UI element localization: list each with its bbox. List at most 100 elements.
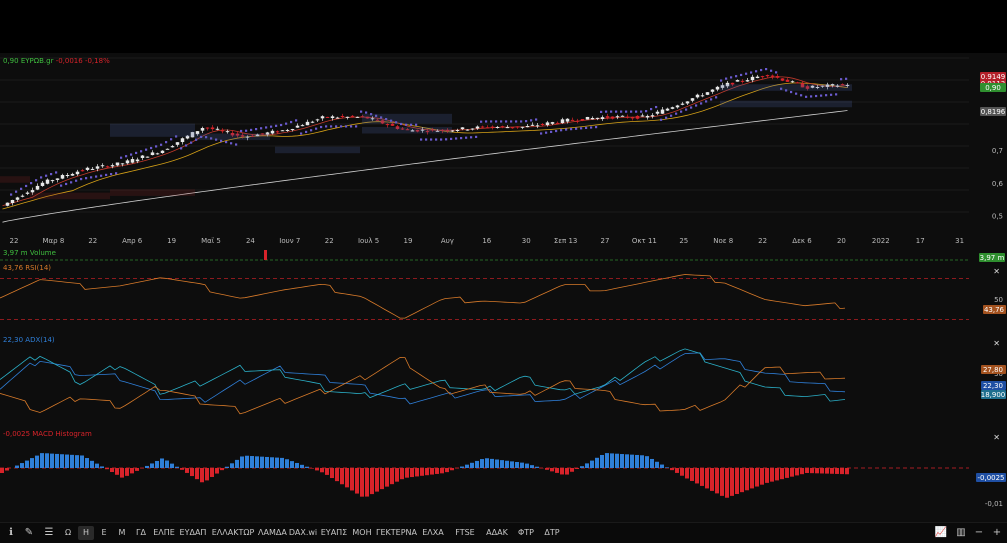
sar-dot <box>730 76 732 78</box>
macd-bar <box>180 468 184 470</box>
macd-bar <box>545 468 549 470</box>
sar-dot <box>145 149 147 151</box>
macd-bar <box>500 460 504 468</box>
sar-dot <box>360 111 362 113</box>
chart-type-icon[interactable]: 📈 <box>934 526 948 540</box>
candle-body <box>506 127 510 128</box>
rsi-close-icon[interactable]: ✕ <box>993 267 1000 276</box>
time-axis-label: 30 <box>522 237 531 245</box>
candle-body <box>156 153 160 154</box>
candle-body <box>616 116 620 117</box>
candle-body <box>301 125 305 126</box>
candle-body <box>271 131 275 134</box>
sar-dot <box>485 120 487 122</box>
candle-body <box>701 95 705 96</box>
candle-body <box>476 127 480 129</box>
volume-legend-label: Volume <box>30 249 56 257</box>
toolbar-item[interactable]: Μ <box>114 526 130 540</box>
crosshair-icon[interactable]: + <box>990 526 1004 540</box>
toolbar-item[interactable]: FTSE <box>450 526 480 540</box>
toolbar-item[interactable]: ΜΟΗ <box>350 526 374 540</box>
macd-close-icon[interactable]: ✕ <box>993 433 1000 442</box>
sar-dot <box>605 111 607 113</box>
macd-bar <box>375 468 379 492</box>
sar-dot <box>470 136 472 138</box>
info-icon[interactable]: ℹ <box>4 526 18 540</box>
sar-dot <box>150 147 152 149</box>
candle-body <box>176 142 180 145</box>
macd-bar <box>245 456 249 468</box>
candle-body <box>306 122 310 125</box>
macd-bar <box>735 468 739 494</box>
time-axis-label: 25 <box>679 237 688 245</box>
macd-bar <box>65 455 69 468</box>
candle-body <box>36 186 40 190</box>
candle-body <box>576 121 580 122</box>
macd-bar <box>715 468 719 493</box>
price-zone <box>110 124 195 137</box>
macd-bar <box>60 454 64 468</box>
toolbar-item[interactable]: ΔΤΡ <box>540 526 564 540</box>
sar-dot <box>815 95 817 97</box>
macd-bar <box>260 457 264 468</box>
adx-close-icon[interactable]: ✕ <box>993 339 1000 348</box>
toolbar-item[interactable]: ΦΤΡ <box>514 526 538 540</box>
sar-dot <box>445 138 447 140</box>
candle-body <box>26 193 30 194</box>
toolbar-item[interactable]: DAX.wi <box>288 526 318 540</box>
macd-bar <box>510 461 514 468</box>
toolbar-item[interactable]: Η <box>78 526 94 540</box>
macd-bar <box>100 466 104 468</box>
macd-bar <box>760 468 764 485</box>
macd-bar <box>780 468 784 479</box>
sar-dot <box>410 124 412 126</box>
candle-body <box>766 75 770 76</box>
macd-bar <box>530 465 534 468</box>
toolbar-item[interactable]: ΕΛΛΑΚΤΩΡ <box>210 526 256 540</box>
bar-chart-icon[interactable]: ▥ <box>954 526 968 540</box>
sar-dot <box>600 111 602 113</box>
candle-body <box>756 77 760 78</box>
sar-dot <box>795 93 797 95</box>
macd-bar <box>790 468 794 477</box>
zoom-out-icon[interactable]: − <box>972 526 986 540</box>
sar-dot <box>790 91 792 93</box>
toolbar-item[interactable]: ΓΔ <box>132 526 150 540</box>
sar-dot <box>670 115 672 117</box>
sar-dot <box>140 150 142 152</box>
macd-bar <box>350 468 354 490</box>
toolbar-item[interactable]: Ε <box>96 526 112 540</box>
candle-body <box>166 149 170 150</box>
sar-dot <box>350 125 352 127</box>
time-axis-label: 22 <box>10 237 19 245</box>
candle-body <box>521 127 525 128</box>
toolbar-item[interactable]: ΕΥΔΑΠ <box>178 526 208 540</box>
toolbar-item[interactable]: ΕΛΠΕ <box>152 526 176 540</box>
macd-bar <box>825 468 829 474</box>
sar-dot <box>520 120 522 122</box>
candle-body <box>791 81 795 82</box>
toolbar-item[interactable]: ΕΛΧΑ <box>418 526 448 540</box>
candle-body <box>516 126 520 127</box>
toolbar-item[interactable]: ΑΔΑΚ <box>482 526 512 540</box>
draw-pencil-icon[interactable]: ✎ <box>22 526 36 540</box>
toolbar-item[interactable]: ΛΑΜΔΑ <box>258 526 286 540</box>
time-axis-label: Αυγ <box>441 237 454 245</box>
macd-bar <box>225 467 229 468</box>
macd-bar <box>385 468 389 487</box>
macd-bar <box>75 455 79 468</box>
toolbar-item[interactable]: Ω <box>60 526 76 540</box>
volume-spike-bar <box>264 250 267 260</box>
candle-body <box>21 196 25 197</box>
sar-dot <box>270 126 272 128</box>
toolbar-item[interactable]: ΕΥΑΠΣ <box>320 526 348 540</box>
candle-body <box>61 175 65 179</box>
indicator-menu-icon[interactable]: ☰ <box>42 526 56 540</box>
price-legend-change: -0,0016 <box>56 57 83 65</box>
price-tick-label: 0,7 <box>992 147 1003 155</box>
sar-dot <box>440 138 442 140</box>
toolbar-item[interactable]: ΓΕΚΤΕΡΝΑ <box>376 526 416 540</box>
sar-dot <box>450 138 452 140</box>
